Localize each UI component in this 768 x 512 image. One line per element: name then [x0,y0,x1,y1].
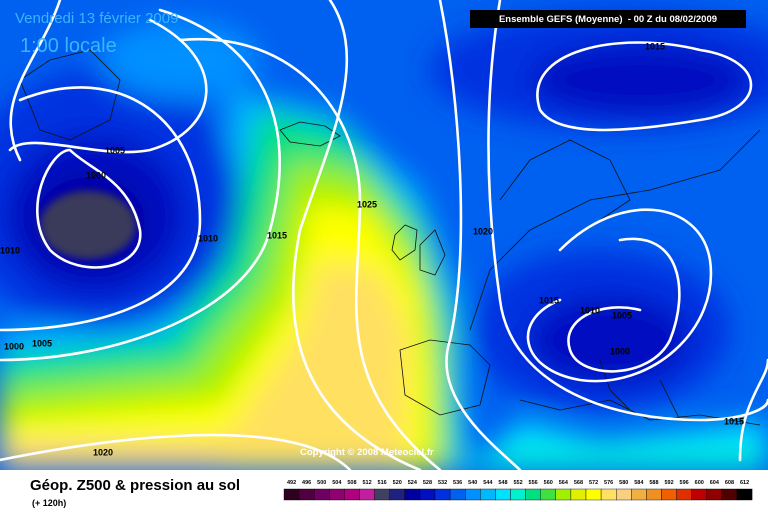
time-label: 1:00 locale [20,35,117,57]
isobar-label: 1015 [645,41,665,51]
legend-swatch [661,488,677,501]
legend-swatch [706,488,723,501]
legend-swatch [329,488,345,501]
legend-value: 608 [725,480,734,486]
map-field: 1015 1005 1000 1010 1015 1025 1020 1010 1000 1005… [0,0,768,470]
legend-swatch [736,488,753,501]
legend-value: 512 [362,480,371,486]
legend-value: 508 [347,480,356,486]
legend-value: 500 [317,480,326,486]
isobar-label: 1000 [86,170,106,180]
legend-swatch [419,488,436,501]
legend-value: 540 [468,480,477,486]
legend-swatch [344,488,360,501]
legend-swatch [570,488,587,501]
legend-value: 524 [408,480,418,486]
isobar-label: 1005 [32,338,52,348]
isobar-label: 1005 [105,145,125,155]
footer-title: Géop. Z500 & pression au sol [30,477,240,494]
legend-swatch [691,488,708,501]
legend-value: 604 [710,480,720,486]
legend-swatch [525,488,541,501]
legend-value: 580 [619,480,628,486]
legend-swatch [631,488,647,501]
date-label: Vendredi 13 février 2009 [15,10,178,27]
legend-swatch [585,488,602,501]
legend-value: 584 [634,480,644,486]
legend-swatch [555,488,572,501]
copyright: Copyright © 2008 Meteociel.fr [300,447,434,458]
legend-swatch [646,488,662,501]
legend-swatch [314,488,330,501]
legend-swatch [721,488,738,501]
isobar-label: 1020 [93,447,113,457]
isobar-label: 1005 [612,310,632,320]
legend-swatch [480,488,496,501]
legend-value: 528 [423,480,432,486]
legend-value: 552 [513,480,522,486]
legend-swatch [676,488,692,501]
legend-swatch [374,488,390,501]
legend-value: 536 [453,480,462,486]
legend-swatch [540,488,557,501]
legend-value: 504 [332,480,342,486]
model-box [470,10,746,28]
legend-swatch [434,488,451,501]
legend-value: 564 [559,480,569,486]
legend-swatch [510,488,526,501]
legend-swatch [359,488,375,501]
legend-value: 600 [695,480,704,486]
legend-swatch [404,488,421,501]
isobar-label: 1010 [0,245,20,255]
isobar-label: 1000 [610,346,630,356]
legend-swatch [298,488,315,501]
isobar-label: 1015 [724,416,744,426]
isobars [0,0,768,470]
legend-value: 492 [287,480,296,486]
legend-value: 548 [498,480,507,486]
legend-value: 596 [680,480,689,486]
legend-value: 588 [649,480,658,486]
legend-swatch [495,488,511,501]
isobar-label: 1020 [473,226,493,236]
legend-value: 572 [589,480,598,486]
isobar-label: 1010 [198,233,218,243]
legend-value: 532 [438,480,447,486]
legend-value: 520 [393,480,402,486]
legend-swatch [616,488,632,501]
legend-value: 612 [740,480,749,486]
legend-value: 556 [529,480,538,486]
legend-value: 568 [574,480,583,486]
isobar-label: 1015 [267,230,287,240]
isobar-label: 1000 [4,341,24,351]
legend-swatch [449,488,466,501]
legend-value: 560 [544,480,553,486]
footer-lead: (+ 120h) [32,498,66,508]
legend-value: 544 [483,480,493,486]
legend-swatch [600,488,617,501]
legend-swatch [283,488,300,501]
model-label: Ensemble GEFS (Moyenne) - 00 Z du 08/02/… [499,14,717,25]
legend-value: 576 [604,480,613,486]
legend: 492 496 500 504 508 512 516 520 524 528 532 536 540 5… [283,480,753,501]
legend-swatch [389,488,406,501]
isobar-label: 1010 [580,305,600,315]
legend-swatch [465,488,481,501]
isobar-label: 1025 [357,199,377,209]
legend-value: 592 [664,480,673,486]
isobar-label: 1015 [539,295,559,305]
legend-value: 496 [302,480,311,486]
legend-value: 516 [378,480,387,486]
